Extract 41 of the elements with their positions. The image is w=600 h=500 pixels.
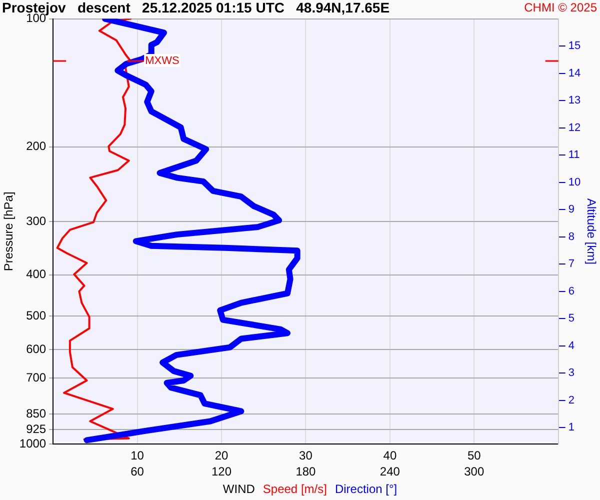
x2-tick-label: 120 <box>212 464 232 478</box>
y-tick-label: 200 <box>26 139 46 154</box>
x2-tick-label: 300 <box>464 464 484 478</box>
y-tick-label: 700 <box>26 370 46 384</box>
y2-tick-label: 7 <box>568 258 574 270</box>
y-tick-label: 300 <box>26 214 46 228</box>
y-tick-label: 600 <box>26 342 46 356</box>
x-tick-label: 10 <box>130 448 144 463</box>
text: Speed [m/s] <box>262 482 327 496</box>
x-tick-label: 20 <box>214 448 229 463</box>
y2-tick-label: 3 <box>568 367 574 380</box>
y-tick-label: 925 <box>26 422 46 436</box>
ref-line-label: MXWS <box>145 55 180 68</box>
y-tick-label: 1000 <box>19 436 46 450</box>
y-tick-label: 500 <box>26 308 46 322</box>
x2-tick-label: 60 <box>130 464 144 478</box>
y2-tick-label: 12 <box>568 122 581 134</box>
y2-tick-label: 2 <box>568 394 574 406</box>
y2-tick-label: 5 <box>568 312 574 325</box>
y-tick-label: 850 <box>26 406 46 420</box>
y2-axis-title: Altitude [km] <box>584 198 598 264</box>
y-tick-label: 400 <box>26 267 46 282</box>
y2-tick-label: 9 <box>568 204 574 216</box>
x2-tick-label: 240 <box>380 464 400 478</box>
y2-tick-label: 6 <box>568 285 574 298</box>
x-tick-label: 40 <box>383 448 397 463</box>
x-tick-label: 50 <box>467 448 482 463</box>
text: Direction [°] <box>334 482 398 496</box>
y2-tick-label: 15 <box>568 40 581 52</box>
x2-tick-label: 180 <box>296 464 316 478</box>
y2-tick-label: 10 <box>568 176 581 188</box>
y2-tick-label: 1 <box>568 422 574 434</box>
text: CHMI © 2025 <box>524 0 598 14</box>
x-axis-title: WIND <box>222 482 255 496</box>
y2-tick-label: 4 <box>568 340 574 352</box>
x-tick-label: 30 <box>299 448 313 463</box>
y2-tick-label: 8 <box>568 230 574 243</box>
y-axis-title: Pressure [hPa] <box>2 192 16 272</box>
y2-tick-label: 13 <box>568 94 581 107</box>
y2-tick-label: 11 <box>568 149 580 162</box>
y2-tick-label: 14 <box>568 67 581 80</box>
